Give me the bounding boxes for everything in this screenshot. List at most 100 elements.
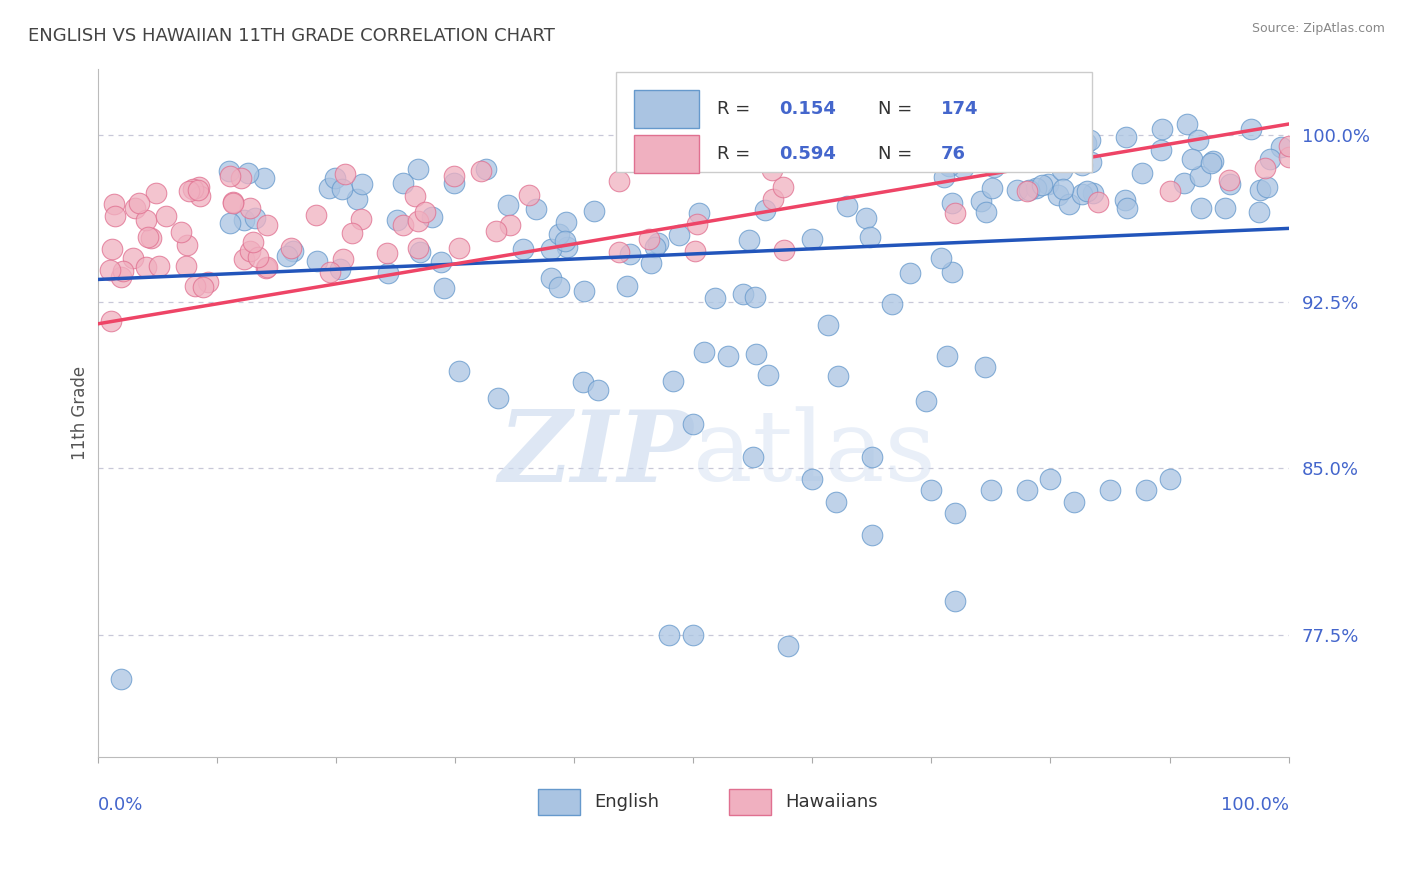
Point [619, 247, 641, 261]
Point [1278, 139, 1301, 153]
Point [349, 211, 371, 226]
Point [430, 255, 453, 269]
Point [496, 198, 519, 212]
Point [801, 472, 824, 486]
Point [548, 280, 571, 294]
Point [112, 264, 135, 278]
Point [433, 281, 456, 295]
Point [1258, 152, 1281, 166]
Point [1254, 161, 1277, 176]
Point [346, 192, 368, 206]
Point [184, 279, 207, 293]
Point [256, 260, 278, 274]
Point [231, 171, 253, 186]
Point [943, 121, 966, 136]
Point [941, 264, 963, 278]
Point [855, 211, 877, 225]
Point [1115, 201, 1137, 215]
FancyBboxPatch shape [538, 789, 581, 814]
Point [475, 162, 498, 177]
Point [915, 394, 938, 409]
Point [827, 369, 849, 384]
Point [616, 279, 638, 293]
Point [1026, 128, 1049, 143]
Point [404, 188, 426, 202]
Point [929, 252, 952, 266]
Point [124, 202, 146, 216]
Point [1249, 183, 1271, 197]
Point [1036, 177, 1059, 191]
Point [688, 206, 710, 220]
Point [1249, 204, 1271, 219]
Point [242, 235, 264, 249]
Point [101, 243, 124, 257]
Point [1078, 132, 1101, 146]
Point [280, 241, 302, 255]
Point [406, 241, 429, 255]
Point [935, 349, 957, 363]
Point [191, 280, 214, 294]
Point [952, 161, 974, 175]
Point [983, 160, 1005, 174]
Point [554, 234, 576, 248]
Point [744, 290, 766, 304]
Point [668, 228, 690, 243]
FancyBboxPatch shape [634, 90, 699, 128]
Point [413, 204, 436, 219]
Point [693, 345, 716, 359]
Point [392, 218, 415, 232]
Point [256, 218, 278, 232]
Point [187, 180, 209, 194]
Point [330, 182, 353, 196]
Point [110, 672, 132, 686]
Point [1135, 483, 1157, 498]
Point [148, 259, 170, 273]
Point [307, 253, 329, 268]
Point [860, 450, 883, 464]
Point [524, 202, 547, 216]
Point [754, 203, 776, 218]
Point [1071, 158, 1094, 172]
Point [406, 161, 429, 176]
Text: 100.0%: 100.0% [1220, 796, 1289, 814]
Point [637, 232, 659, 246]
Point [1014, 127, 1036, 141]
Point [548, 227, 571, 242]
Point [1039, 472, 1062, 486]
Point [329, 261, 352, 276]
Point [920, 483, 942, 498]
Text: ENGLISH VS HAWAIIAN 11TH GRADE CORRELATION CHART: ENGLISH VS HAWAIIAN 11TH GRADE CORRELATI… [28, 27, 555, 45]
Point [540, 243, 562, 257]
Point [1032, 125, 1054, 139]
Point [731, 287, 754, 301]
Point [443, 169, 465, 184]
Point [232, 213, 254, 227]
Point [800, 232, 823, 246]
Point [1150, 122, 1173, 136]
Point [219, 169, 242, 184]
Point [761, 163, 783, 178]
Point [276, 248, 298, 262]
Point [941, 195, 963, 210]
Point [128, 195, 150, 210]
Point [898, 266, 921, 280]
Point [239, 244, 262, 258]
Point [825, 494, 848, 508]
FancyBboxPatch shape [616, 72, 1092, 172]
Point [485, 224, 508, 238]
Point [335, 167, 357, 181]
Point [243, 211, 266, 226]
Point [232, 252, 254, 266]
Point [943, 506, 966, 520]
Point [498, 218, 520, 232]
Point [100, 314, 122, 328]
Point [738, 233, 761, 247]
Point [447, 241, 470, 255]
Point [1173, 177, 1195, 191]
Point [1050, 163, 1073, 178]
Point [318, 181, 340, 195]
Point [103, 197, 125, 211]
Text: R =: R = [717, 101, 756, 119]
Point [540, 271, 562, 285]
Point [517, 188, 540, 202]
